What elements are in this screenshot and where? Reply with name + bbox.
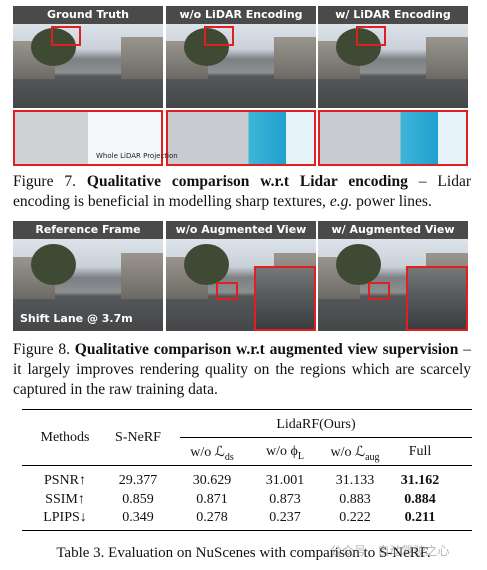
table-cell: 0.883 — [339, 491, 371, 507]
table-rule — [22, 465, 472, 466]
zoom-box — [216, 282, 238, 300]
table-cell: 31.162 — [400, 473, 440, 488]
panel-label: w/o Augmented View — [166, 221, 316, 239]
column-header: Full — [409, 444, 432, 460]
caption-text: Qualitative comparison w.r.t augmented v… — [74, 341, 459, 358]
tree — [31, 28, 76, 66]
header-subscript: ds — [224, 451, 234, 463]
table-rule — [180, 437, 472, 438]
street-image — [13, 239, 163, 331]
inset-crop — [406, 266, 468, 331]
tree — [336, 243, 381, 285]
street-image — [166, 24, 316, 108]
zoom-box — [368, 282, 390, 300]
table-cell: 0.884 — [404, 491, 436, 507]
figure-caption: Figure 7. Qualitative comparison w.r.t L… — [13, 172, 471, 212]
zoom-box — [204, 26, 234, 46]
header-text: Full — [408, 444, 432, 459]
column-header: w/o ϕL — [266, 444, 304, 462]
panel-label: Ground Truth — [13, 6, 163, 24]
street-image — [13, 24, 163, 108]
panel-label: w/o LiDAR Encoding — [166, 6, 316, 24]
tree — [31, 243, 76, 285]
header-text: Methods — [40, 430, 90, 445]
header-subscript: aug — [365, 451, 380, 463]
caption-text: Figure 7. — [13, 173, 87, 190]
column-header: w/o ℒds — [190, 444, 234, 463]
table-cell: 0.873 — [269, 491, 301, 507]
table-cell: 31.133 — [335, 473, 375, 488]
building — [274, 36, 316, 79]
zoom-box — [51, 26, 81, 46]
tree — [336, 28, 381, 66]
header-text: w/o ϕ — [266, 444, 298, 459]
table-cell: 31.001 — [265, 473, 305, 488]
caption-text: e.g. — [329, 193, 353, 210]
building — [121, 36, 163, 79]
inset-label: Whole LiDAR Projection — [96, 152, 178, 160]
inset-crop — [254, 266, 316, 331]
caption-text: – it largely improves rendering quality … — [13, 341, 472, 398]
panel-label: Reference Frame — [13, 221, 163, 239]
crop-image — [13, 110, 163, 166]
header-subscript: L — [297, 450, 304, 462]
table-cell: 0.349 — [122, 510, 154, 525]
table-cell: 30.629 — [192, 473, 232, 488]
table-caption: Table 3. Evaluation on NuScenes with com… — [56, 545, 431, 561]
table-cell: 0.278 — [196, 510, 228, 525]
crop-frame — [166, 110, 316, 166]
column-header: w/o ℒaug — [330, 444, 379, 463]
crop-image — [166, 110, 316, 166]
table-cell: 29.377 — [118, 473, 158, 488]
header-text: w/o ℒ — [190, 445, 225, 460]
crop-frame — [13, 110, 163, 166]
inset-label: Shift Lane @ 3.7m — [20, 312, 133, 325]
building — [426, 36, 468, 79]
table-cell: 0.859 — [122, 491, 154, 507]
table-cell: 0.211 — [404, 510, 436, 525]
tree — [184, 28, 229, 66]
column-header: S-NeRF — [115, 430, 161, 446]
table-cell: PSNR↑ — [43, 473, 87, 488]
crop-frame — [318, 110, 468, 166]
zoom-box — [356, 26, 386, 46]
panel-label: w/ LiDAR Encoding — [318, 6, 468, 24]
table-cell: SSIM↑ — [45, 491, 85, 507]
table-cell: 0.222 — [339, 510, 371, 525]
tree — [184, 243, 229, 285]
caption-text: – Lidar encoding is beneficial in modell… — [13, 173, 471, 210]
column-header: Methods — [41, 430, 90, 446]
caption-text: Qualitative comparison w.r.t Lidar encod… — [86, 173, 408, 190]
street-image — [318, 24, 468, 108]
header-text: w/o ℒ — [330, 445, 366, 460]
figure-caption: Figure 8. Qualitative comparison w.r.t a… — [13, 340, 471, 400]
panel-label: w/ Augmented View — [318, 221, 468, 239]
group-header: LidaRF(Ours) — [276, 417, 356, 432]
watermark: 公众号 · 自动驾驶之心 — [330, 544, 450, 558]
crop-image — [318, 110, 468, 166]
table-cell: LPIPS↓ — [43, 510, 87, 525]
table-rule — [22, 409, 472, 410]
building — [121, 252, 163, 299]
table-rule — [22, 530, 472, 531]
caption-text: Figure 8. — [13, 341, 75, 358]
header-text: S-NeRF — [115, 430, 161, 445]
caption-text: power lines. — [352, 193, 432, 210]
table-cell: 0.237 — [269, 510, 301, 525]
table-cell: 0.871 — [196, 491, 228, 507]
